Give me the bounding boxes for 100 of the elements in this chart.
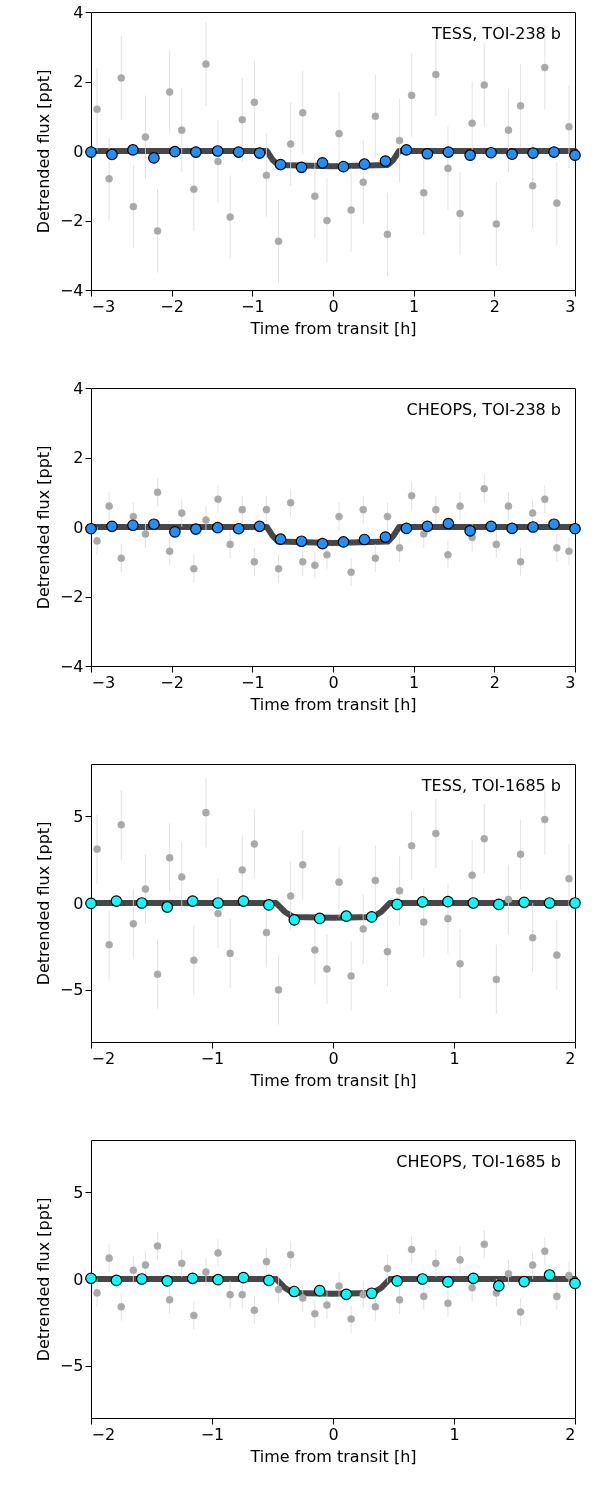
point xyxy=(135,1273,148,1285)
point xyxy=(295,161,308,174)
point xyxy=(421,147,434,160)
point xyxy=(105,1254,113,1262)
point xyxy=(365,1287,378,1300)
annotation: TESS, TOI-1685 b xyxy=(420,776,561,795)
point xyxy=(419,918,428,926)
point xyxy=(93,845,101,853)
point xyxy=(442,895,454,908)
point xyxy=(211,521,224,534)
point xyxy=(569,1277,581,1290)
point xyxy=(359,925,368,933)
point xyxy=(407,841,416,850)
point xyxy=(190,1311,198,1320)
y-tick-label: −2 xyxy=(59,211,84,230)
point xyxy=(371,112,380,121)
point xyxy=(407,91,416,100)
point xyxy=(135,897,148,909)
point xyxy=(286,498,295,507)
point xyxy=(379,155,392,167)
point xyxy=(311,192,319,200)
point xyxy=(202,60,210,68)
point xyxy=(262,1257,271,1266)
x-tick-label: 3 xyxy=(565,672,576,692)
point xyxy=(165,854,174,862)
point xyxy=(553,1292,561,1301)
point xyxy=(169,145,181,158)
point xyxy=(161,1275,174,1287)
point xyxy=(190,523,202,535)
point xyxy=(553,951,561,959)
y-tick-label: 0 xyxy=(73,141,84,161)
point xyxy=(274,564,283,573)
point xyxy=(504,895,513,904)
x-tick-label: 2 xyxy=(489,296,500,316)
point xyxy=(148,518,160,531)
point xyxy=(395,1296,404,1304)
annotation: CHEOPS, TOI-238 b xyxy=(406,400,561,419)
y-axis-title: Detrended flux [ppt] xyxy=(33,445,53,610)
point xyxy=(444,914,452,923)
point xyxy=(485,146,497,159)
point xyxy=(127,519,139,532)
x-tick-label: −3 xyxy=(91,672,116,692)
point xyxy=(129,512,138,521)
point xyxy=(383,1264,392,1273)
point xyxy=(407,491,416,500)
point xyxy=(274,533,287,545)
point xyxy=(527,521,539,533)
point xyxy=(298,109,307,117)
point xyxy=(165,547,174,556)
point xyxy=(553,199,561,207)
point xyxy=(238,505,247,514)
point xyxy=(106,520,118,533)
x-tick-label: −2 xyxy=(160,672,184,692)
point xyxy=(504,1270,513,1278)
point xyxy=(105,502,113,510)
point xyxy=(468,119,476,127)
point xyxy=(212,897,224,909)
point xyxy=(214,909,222,918)
point xyxy=(516,850,525,859)
x-tick-label: −2 xyxy=(91,1424,116,1444)
x-tick-label: 1 xyxy=(449,1048,460,1068)
point xyxy=(347,1315,355,1323)
point xyxy=(202,1268,210,1276)
y-tick-label: 0 xyxy=(73,1269,84,1289)
point xyxy=(177,126,186,134)
point xyxy=(335,1282,343,1290)
point xyxy=(383,230,392,239)
point xyxy=(379,531,392,543)
point xyxy=(569,149,581,161)
point xyxy=(516,102,525,110)
point xyxy=(85,1272,97,1285)
point xyxy=(117,554,126,563)
point xyxy=(432,1259,440,1268)
point xyxy=(274,986,283,994)
point xyxy=(540,1247,549,1255)
point xyxy=(528,933,537,942)
point xyxy=(492,220,501,228)
point xyxy=(528,181,537,190)
point xyxy=(323,551,331,559)
point xyxy=(371,1303,380,1311)
point xyxy=(543,1269,556,1281)
point xyxy=(93,537,101,545)
x-tick-label: 3 xyxy=(565,296,576,316)
point xyxy=(214,157,222,166)
x-tick-label: −2 xyxy=(160,296,184,316)
point xyxy=(359,1290,368,1299)
point xyxy=(504,126,513,134)
point xyxy=(416,896,429,908)
point xyxy=(105,175,113,183)
point xyxy=(190,956,198,965)
point xyxy=(105,940,113,949)
point xyxy=(238,1290,247,1299)
point xyxy=(468,1283,476,1292)
point xyxy=(419,530,428,538)
point xyxy=(177,873,186,881)
point xyxy=(274,237,283,246)
point xyxy=(141,1261,150,1269)
x-tick-label: −1 xyxy=(241,672,265,692)
point xyxy=(347,206,355,214)
point xyxy=(286,1250,295,1259)
